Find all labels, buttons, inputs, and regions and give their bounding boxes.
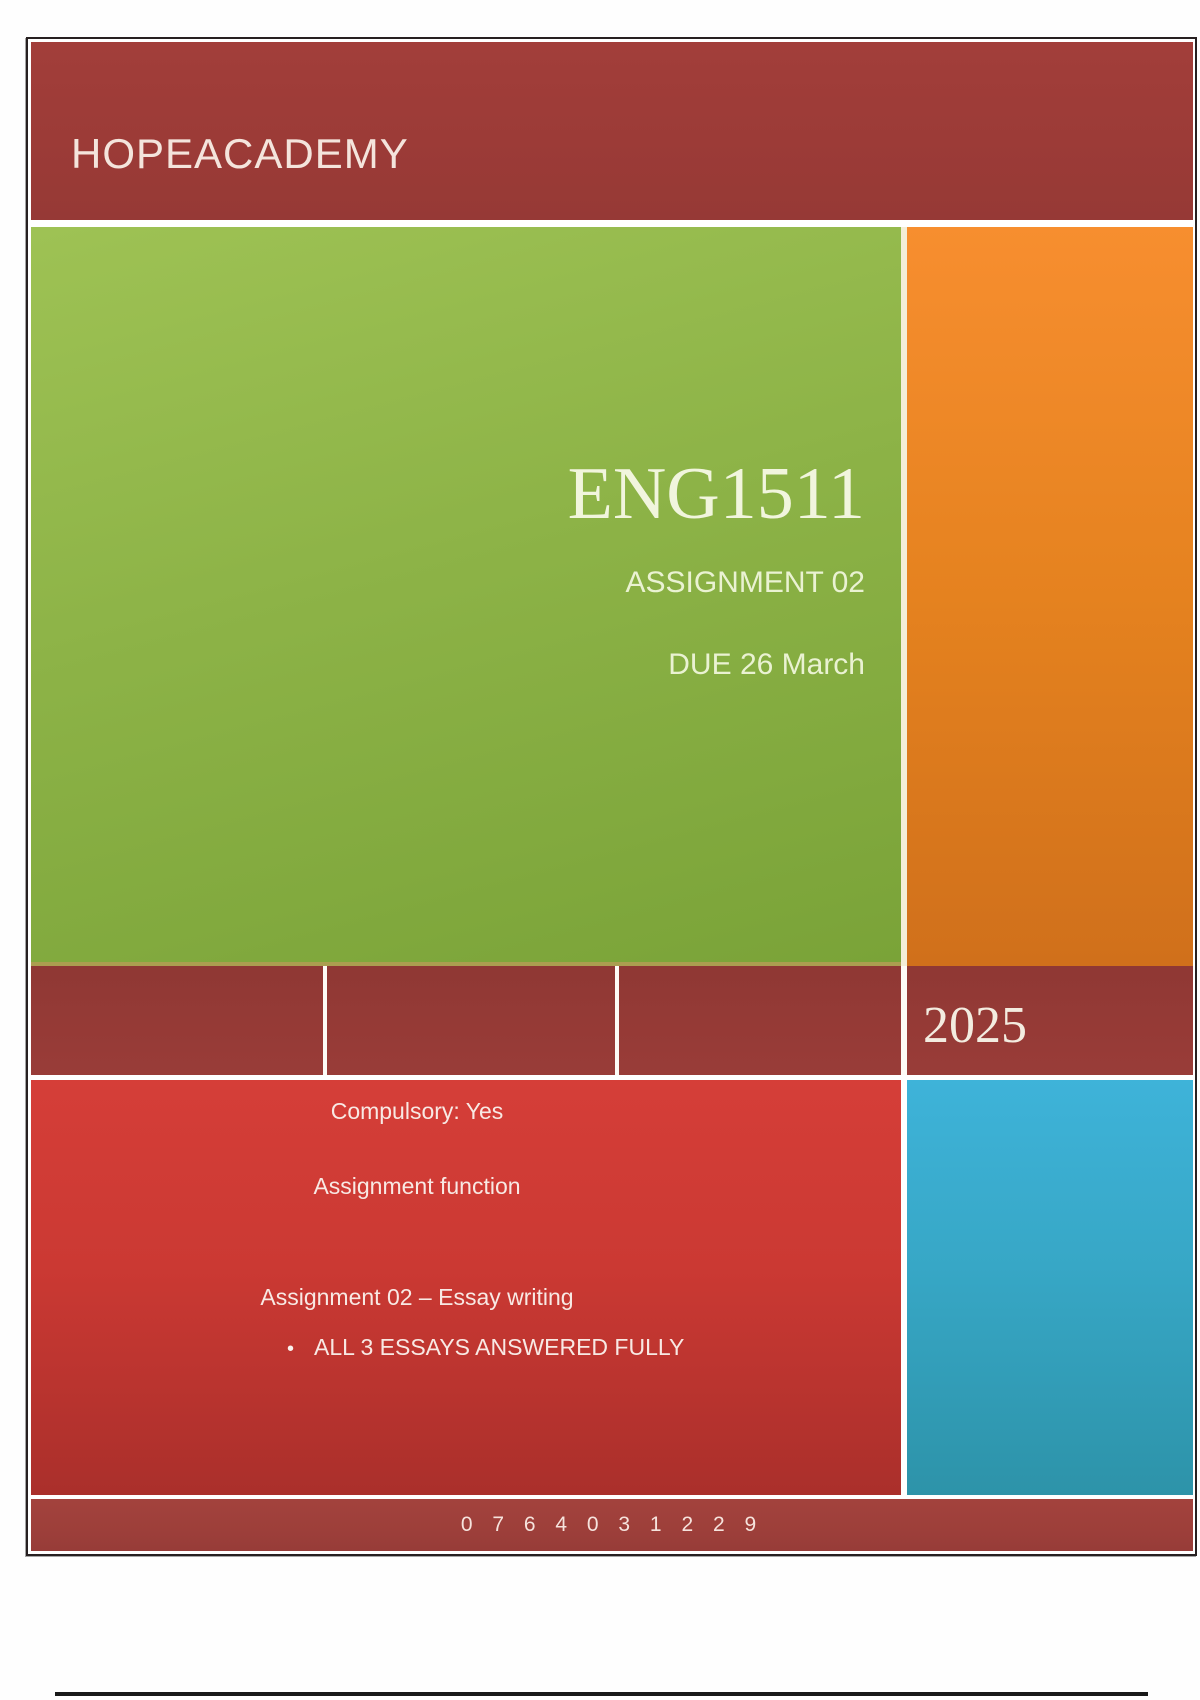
due-date: DUE 26 March — [668, 647, 865, 681]
bullet-item: • ALL 3 ESSAYS ANSWERED FULLY — [31, 1333, 803, 1363]
bullet-text: ALL 3 ESSAYS ANSWERED FULLY — [314, 1334, 685, 1360]
year-band: 2025 — [31, 966, 1193, 1075]
band-divider-2 — [615, 966, 619, 1075]
details-blue-panel — [907, 1080, 1193, 1495]
essay-writing-heading: Assignment 02 – Essay writing — [260, 1284, 574, 1310]
phone-number: 0 7 6 4 0 3 1 2 2 9 — [460, 1513, 764, 1536]
header-band: HOPEACADEMY — [31, 42, 1193, 220]
compulsory-label: Compulsory: Yes — [330, 1098, 504, 1124]
details-red-panel: Compulsory: Yes Assignment function Assi… — [31, 1080, 901, 1495]
year-label: 2025 — [923, 997, 1027, 1054]
hero-orange-panel — [907, 227, 1193, 966]
vertical-divider-lower — [901, 1080, 907, 1495]
footer-band: 0 7 6 4 0 3 1 2 2 9 — [31, 1499, 1193, 1551]
hero-green-panel: ENG1511 ASSIGNMENT 02 DUE 26 March — [31, 227, 901, 966]
bottom-horizontal-rule — [55, 1692, 1148, 1696]
vertical-divider-hero — [901, 227, 907, 966]
band-divider-3 — [901, 966, 907, 1075]
academy-title: HOPEACADEMY — [71, 130, 409, 177]
assignment-function-label: Assignment function — [313, 1173, 521, 1199]
bullet-icon: • — [287, 1338, 295, 1360]
hero-text-group: ENG1511 ASSIGNMENT 02 DUE 26 March — [567, 453, 865, 683]
band-divider-1 — [323, 966, 327, 1075]
assignment-number: ASSIGNMENT 02 — [625, 565, 865, 599]
details-text-group: Compulsory: Yes Assignment function Assi… — [31, 1080, 803, 1363]
assignment-cover: HOPEACADEMY ENG1511 ASSIGNMENT 02 DUE 26… — [26, 37, 1197, 1556]
course-code: ENG1511 — [567, 453, 865, 535]
